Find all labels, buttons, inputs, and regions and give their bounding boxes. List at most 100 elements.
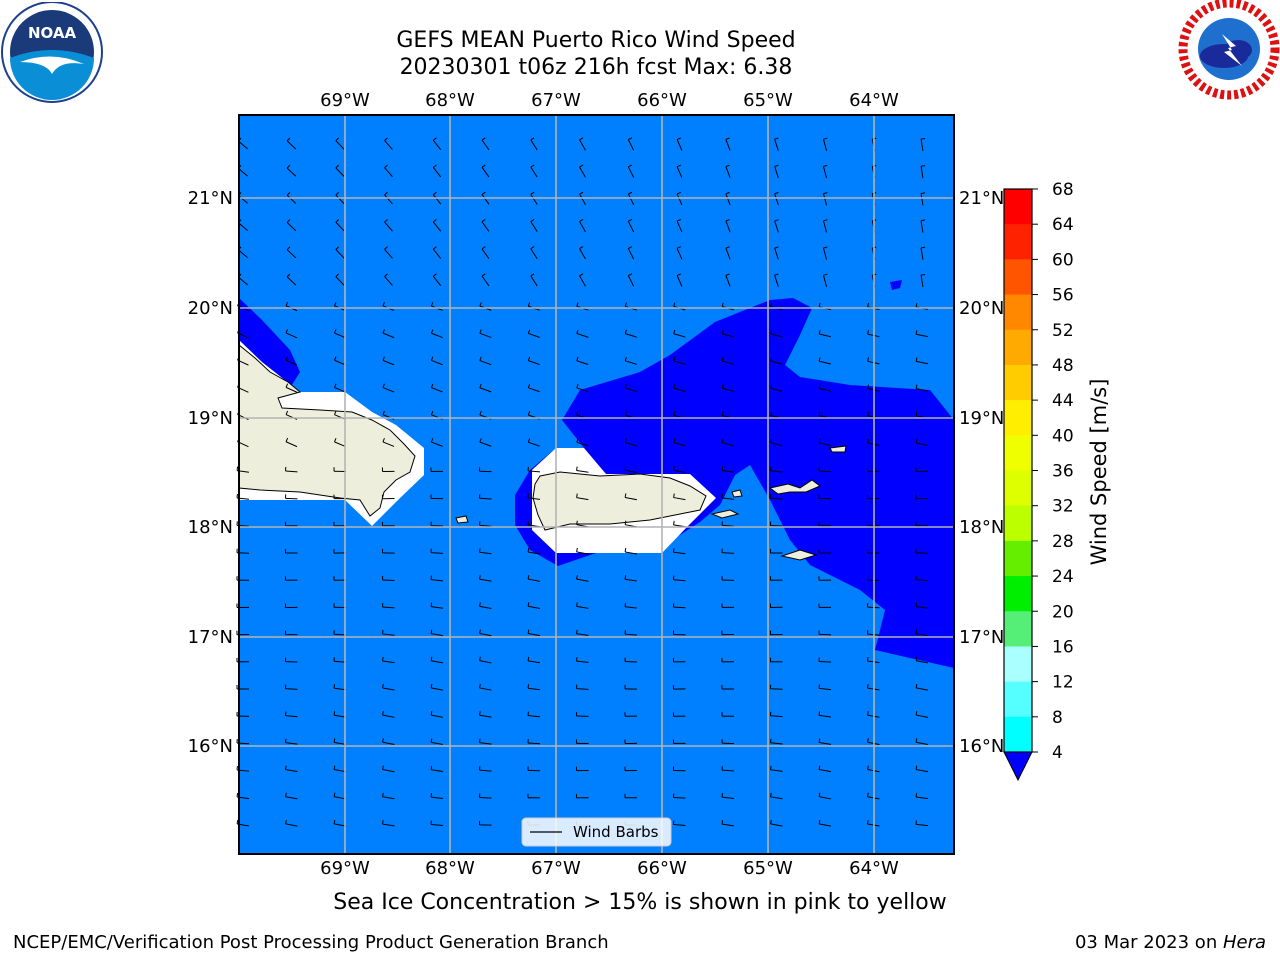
colorbar-segment [1004,435,1032,471]
wind-barb [479,629,492,637]
wind-barb [333,819,346,827]
wind-barb [527,766,541,772]
wind-barb [530,246,538,260]
noaa-logo-text: NOAA [28,24,77,42]
wind-barb [333,576,347,581]
wind-barb [430,548,444,554]
wind-barb [721,521,735,527]
wind-barb [479,521,492,527]
wind-barb [915,765,929,773]
wind-barb [285,356,298,366]
wind-barb [335,273,345,286]
wind-barb [333,630,347,636]
island-st-croix [780,549,818,561]
wind-barb [432,191,442,205]
wind-barb [915,438,928,446]
wind-barb [721,438,734,447]
wind-barb [770,765,783,772]
wind-barb [382,656,395,664]
wind-barb [774,191,779,206]
lat-label-right: 21°N [959,188,1004,209]
wind-barb [725,273,731,287]
wind-barb [624,793,638,799]
wind-barb [333,738,346,745]
wind-barb [430,356,443,366]
wind-barb [285,711,298,718]
wind-barb [624,356,637,365]
wind-barb [769,603,783,609]
wind-barb [770,738,783,745]
wind-barb [576,739,589,744]
wind-barb [576,575,589,582]
colorbar-tick-label: 8 [1052,708,1063,728]
wind-barb [430,656,443,664]
colorbar-tick-label: 40 [1052,426,1074,446]
wind-barb [432,246,442,259]
wind-barb [721,820,735,827]
colorbar-segment [1004,364,1032,401]
colorbar-tick-label: 68 [1052,180,1074,200]
latitude-labels-right: 21°N 20°N 19°N 18°N 17°N 16°N [959,188,1004,757]
wind-barb [672,685,686,690]
wind-barb [915,357,928,365]
wind-barb [285,738,298,745]
wind-barb [770,548,783,554]
wind-barb [527,711,541,718]
wind-barb [672,657,686,663]
wind-barb [774,273,779,287]
wind-barb [430,438,443,447]
wind-barb [527,493,541,500]
wind-barb [382,602,395,609]
wind-barb [432,137,442,151]
wind-barb [382,738,395,746]
wind-barb [818,630,832,636]
colorbar-tick-label: 16 [1052,637,1074,657]
wind-barb [721,712,735,717]
wind-barb [334,329,346,339]
colorbar-segment [1004,189,1032,225]
wind-barb [481,246,490,259]
wind-barb [576,547,589,555]
wind-barb [285,466,298,473]
wind-barb [822,219,828,233]
wind-barb [725,137,731,151]
wind-barb [381,494,395,500]
wind-barb [384,246,393,259]
wind-barb [673,603,686,609]
wind-barb [530,164,538,178]
wind-barb [721,548,735,554]
wind-barb [481,218,490,232]
wind-barb [673,548,686,555]
wind-barb [285,329,298,339]
wind-barb [382,765,395,773]
wind-barb [770,494,783,500]
wind-barb [576,438,589,447]
wind-barb [673,384,686,392]
wind-barb [481,273,490,287]
wind-barb [920,246,926,260]
wind-barb [285,494,298,500]
wind-barb [624,493,637,501]
wind-barb [770,819,783,827]
island-mona [455,515,469,524]
wind-barb [527,547,540,555]
wind-barb [624,384,637,393]
wind-barb [384,191,393,205]
colorbar-segment [1004,224,1032,260]
colorbar-tick-label: 64 [1052,215,1074,235]
wind-barb [770,357,783,365]
wind-barb [527,575,540,582]
colorbar-tick-label: 20 [1052,602,1074,622]
colorbar-tick-label: 52 [1052,321,1074,341]
wind-barb [527,793,541,799]
wind-barb [286,246,297,259]
colorbar-tick-label: 4 [1052,743,1063,763]
wind-barb [430,602,444,609]
wind-barb [627,164,635,178]
colorbar-segment [1004,611,1032,647]
wind-barb [774,219,779,233]
colorbar-segment [1004,540,1032,577]
wind-barb [915,548,929,554]
wind-barb [822,137,828,151]
lat-label-left: 21°N [188,188,233,209]
